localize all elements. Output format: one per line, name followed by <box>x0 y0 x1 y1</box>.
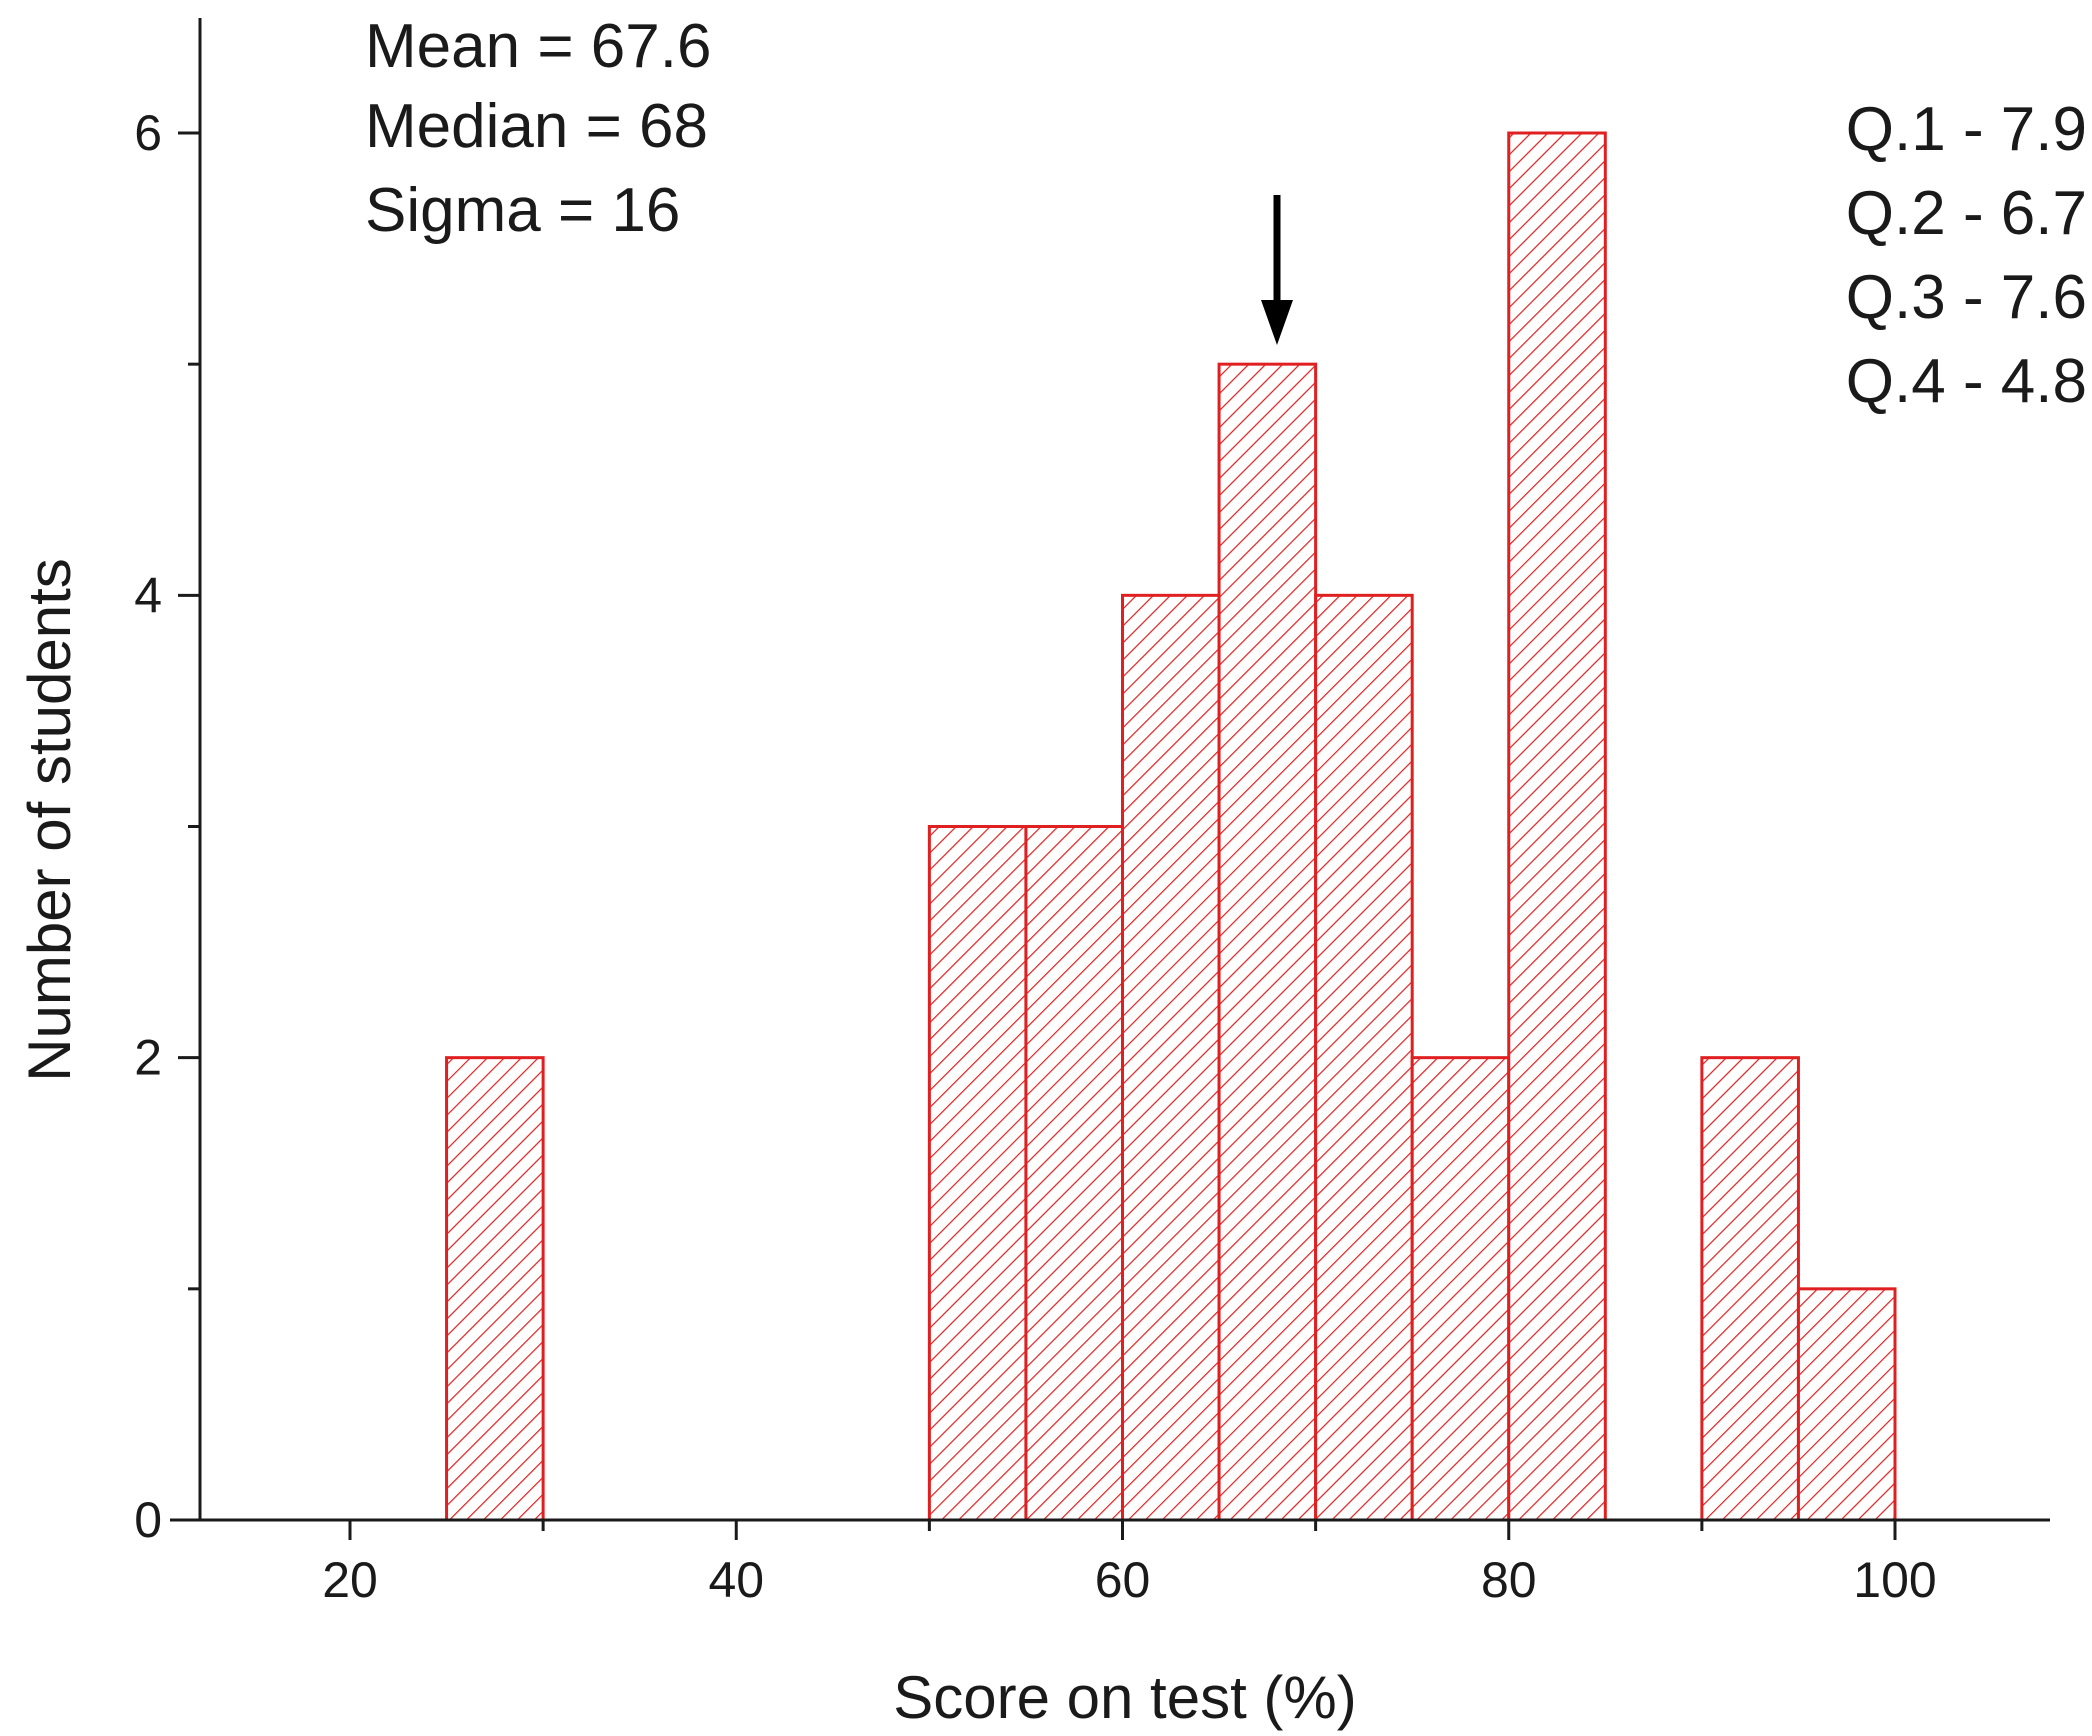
histogram-bar <box>927 825 1028 1522</box>
quartile-q1: Q.1 - 7.9 <box>1846 95 2087 164</box>
stat-median: Median = 68 <box>365 92 708 161</box>
quartile-q3: Q.3 - 7.6 <box>1846 263 2087 332</box>
y-tick-label: 0 <box>134 1492 162 1548</box>
y-tick-label: 4 <box>134 567 162 623</box>
x-tick-label: 60 <box>1095 1552 1151 1608</box>
y-tick-label: 2 <box>134 1030 162 1086</box>
arrow-head <box>1261 300 1293 345</box>
arrow-marker <box>1261 195 1293 345</box>
y-ticks-group: 0 2 4 6 <box>134 105 200 1548</box>
x-tick-label: 100 <box>1853 1552 1936 1608</box>
x-tick-label: 80 <box>1481 1552 1537 1608</box>
stat-sigma: Sigma = 16 <box>365 176 680 245</box>
histogram-bar <box>1121 593 1221 1522</box>
bars-group <box>445 131 1897 1522</box>
x-tick-label: 40 <box>708 1552 764 1608</box>
x-ticks-group: 20 40 60 80 100 <box>322 1520 1937 1608</box>
quartile-q2: Q.2 - 6.7 <box>1846 179 2087 248</box>
histogram-bar <box>445 1056 545 1522</box>
quartile-q4: Q.4 - 4.8 <box>1846 347 2087 416</box>
y-tick-label: 6 <box>134 105 162 161</box>
stat-mean: Mean = 67.6 <box>365 12 711 81</box>
histogram-bar <box>1314 593 1414 1522</box>
x-axis-title: Score on test (%) <box>893 1664 1357 1731</box>
x-tick-label: 20 <box>322 1552 378 1608</box>
histogram-bar <box>1507 131 1607 1522</box>
histogram-bar <box>1410 1056 1511 1522</box>
histogram-bar <box>1217 362 1318 1522</box>
y-axis-title: Number of students <box>16 558 83 1082</box>
histogram-bar <box>1796 1287 1897 1522</box>
histogram-bar <box>1700 1056 1800 1522</box>
histogram-bar <box>1024 825 1124 1522</box>
